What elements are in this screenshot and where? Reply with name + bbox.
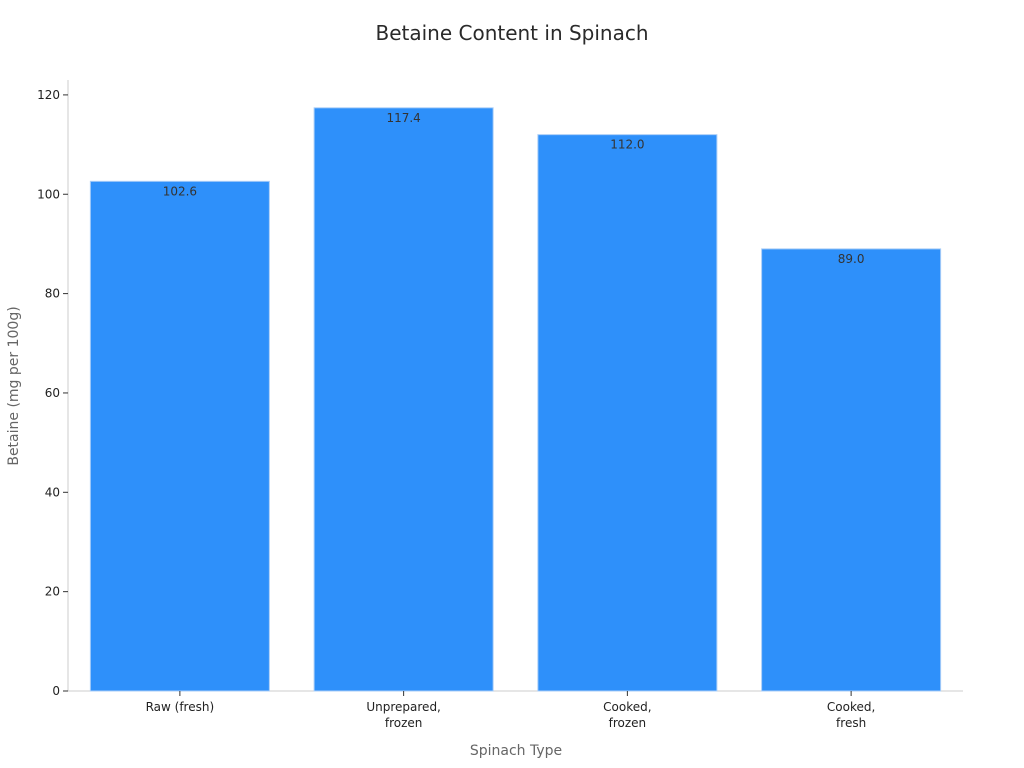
x-tick-label: Cooked, fresh — [827, 700, 875, 730]
x-tick-label: Raw (fresh) — [146, 700, 215, 714]
x-tick-label: Cooked, frozen — [603, 700, 651, 730]
bar — [537, 134, 718, 692]
bar-value-label: 117.4 — [386, 111, 420, 125]
chart-title: Betaine Content in Spinach — [375, 21, 648, 45]
y-tick-label: 60 — [45, 386, 60, 400]
y-tick-label: 100 — [37, 187, 60, 201]
bar — [89, 180, 270, 692]
y-tick-label: 0 — [52, 684, 60, 698]
bar-value-label: 112.0 — [610, 138, 644, 152]
bar-value-label: 89.0 — [838, 252, 865, 266]
bar-value-label: 102.6 — [163, 184, 197, 198]
y-tick-label: 40 — [45, 485, 60, 499]
x-tick-label: Unprepared, frozen — [366, 700, 441, 730]
y-axis-label: Betaine (mg per 100g) — [6, 306, 22, 465]
plot-area: 0 20 40 60 80 100 120 102.6 Raw (fresh) 117.4 Unpr… — [37, 80, 963, 730]
bar — [313, 107, 494, 692]
bar — [761, 248, 942, 692]
y-tick-label: 80 — [45, 287, 60, 301]
y-tick-label: 20 — [45, 585, 60, 599]
y-tick-label: 120 — [37, 88, 60, 102]
x-axis-label: Spinach Type — [470, 743, 562, 759]
